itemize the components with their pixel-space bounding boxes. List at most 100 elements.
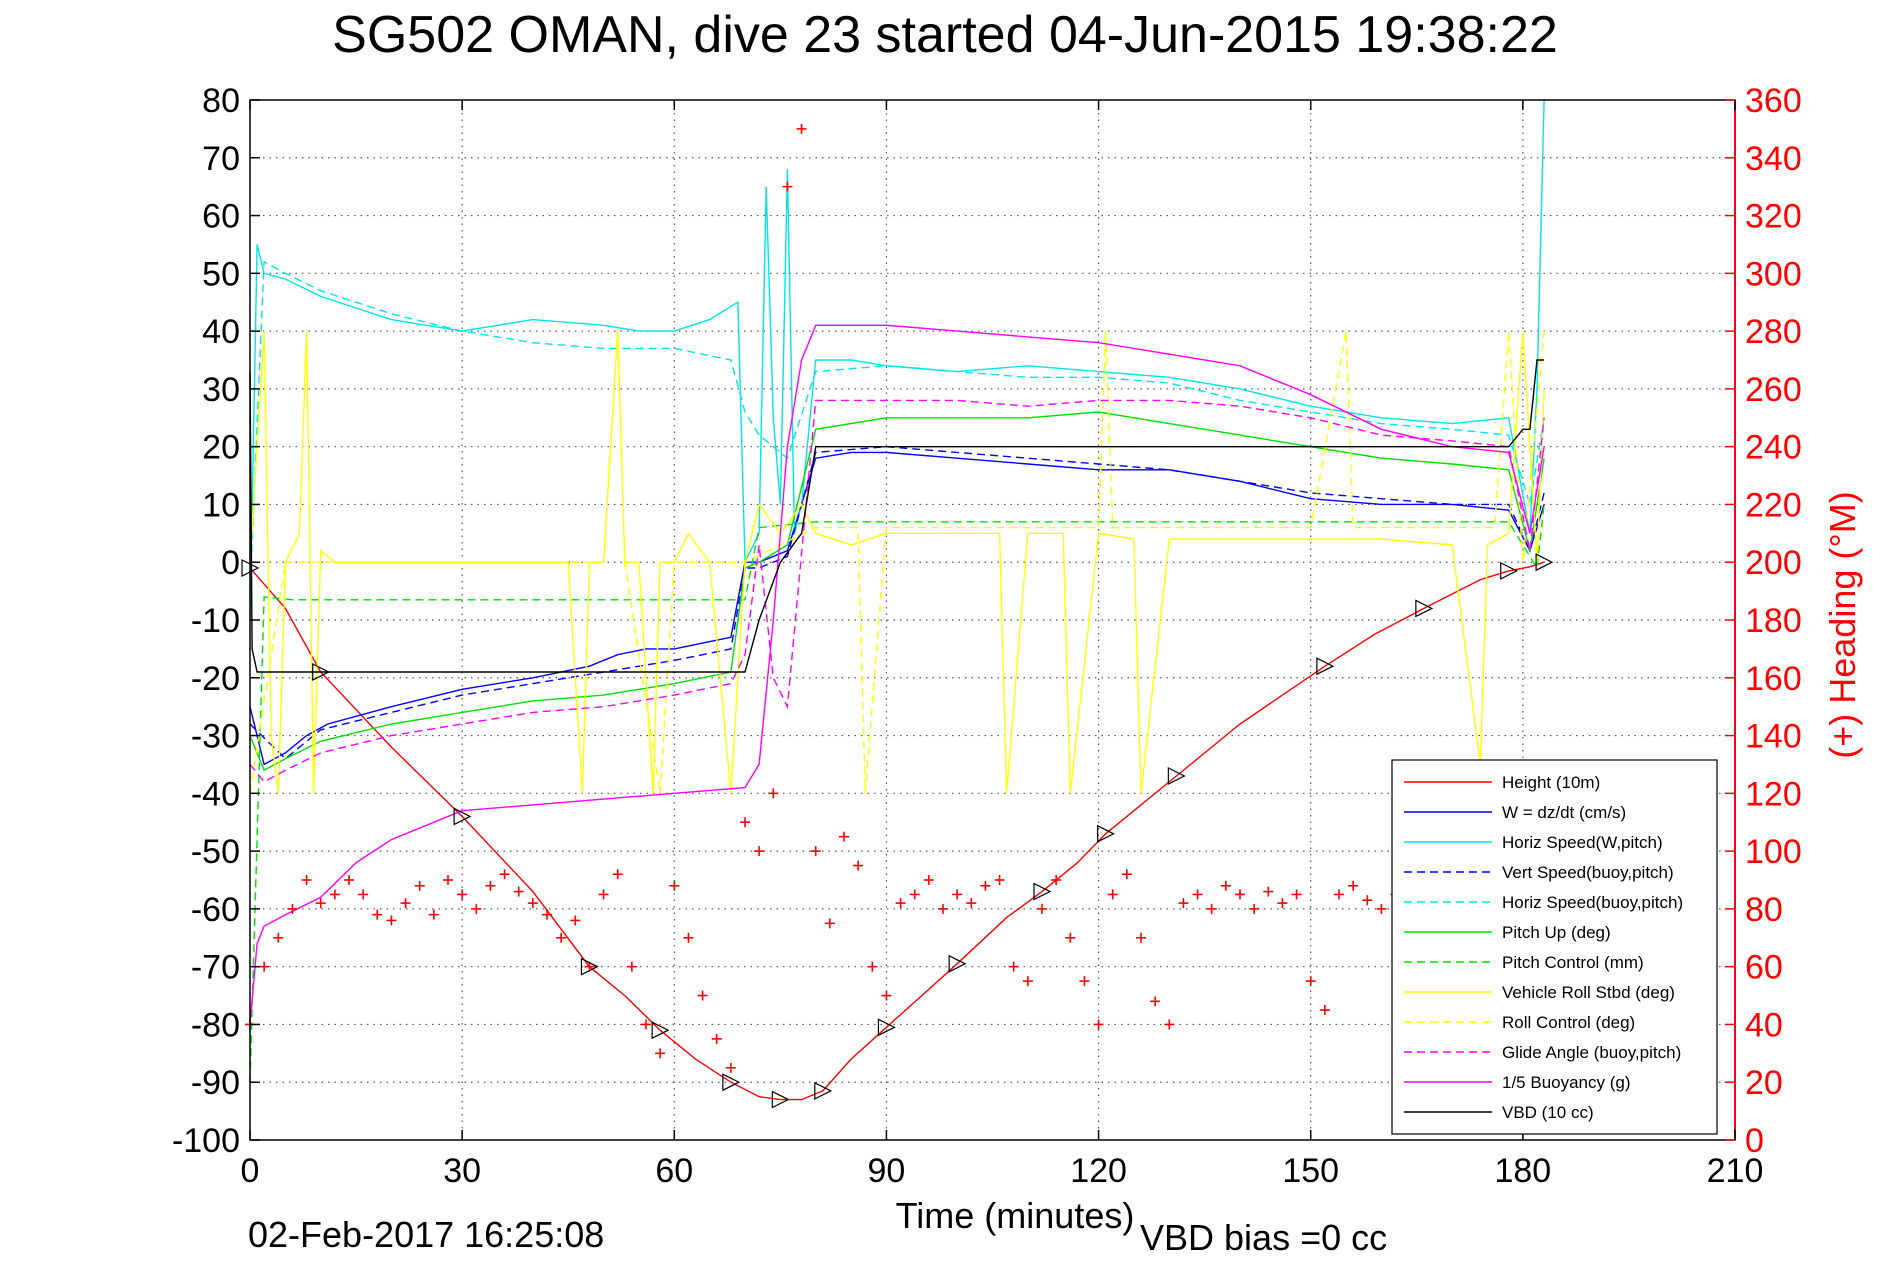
heading-point (669, 880, 680, 891)
heading-point (1277, 898, 1288, 909)
series-line-4 (249, 260, 1545, 592)
heading-point (1150, 996, 1161, 1007)
heading-point (414, 880, 425, 891)
heading-point (1121, 869, 1132, 880)
heading-point (683, 932, 694, 943)
y-right-tick-label: 240 (1745, 429, 1802, 467)
y-right-tick-label: 120 (1745, 775, 1802, 813)
y-tick-label: 10 (202, 486, 240, 524)
y-tick-label: -50 (191, 833, 240, 871)
heading-point (1065, 932, 1076, 943)
heading-point (626, 961, 637, 972)
y-right-tick-label: 60 (1745, 949, 1783, 987)
height-marker (771, 1090, 790, 1109)
heading-point (301, 875, 312, 885)
heading-point (513, 886, 524, 897)
height-marker (877, 1018, 896, 1037)
heading-point (485, 880, 496, 891)
heading-point (443, 875, 453, 885)
heading-point (1178, 898, 1189, 909)
series-line-0 (249, 561, 1545, 1101)
right-axis-label: (+) Heading (°M) (1822, 491, 1863, 758)
heading-point (641, 1019, 651, 1030)
height-marker (453, 807, 472, 826)
y-right-tick-label: 160 (1745, 660, 1802, 698)
legend-label: VBD (10 cc) (1502, 1103, 1594, 1122)
series-line-9 (249, 399, 1545, 783)
footer-timestamp: 02-Feb-2017 16:25:08 (248, 1214, 604, 1255)
heading-point (754, 846, 765, 857)
y-tick-label: -10 (191, 602, 240, 640)
series-line-10 (249, 324, 1545, 1025)
heading-point (1093, 1019, 1104, 1030)
heading-point (1164, 1019, 1175, 1030)
x-tick-label: 150 (1282, 1152, 1339, 1190)
heading-point (556, 932, 567, 943)
legend-label: Pitch Up (deg) (1502, 923, 1611, 942)
heading-point (1348, 880, 1359, 891)
height-marker (580, 957, 599, 976)
heading-point (542, 909, 552, 920)
series-line-5 (249, 411, 1545, 772)
y-tick-label: 40 (202, 313, 240, 351)
heading-point (1051, 875, 1062, 885)
heading-point (1008, 961, 1019, 972)
heading-point (853, 860, 864, 871)
heading-point (1136, 932, 1146, 943)
heading-point (768, 788, 779, 799)
heading-point (994, 875, 1005, 885)
series-layer (241, 99, 1554, 1109)
heading-point (1037, 903, 1047, 914)
heading-point (499, 869, 510, 880)
y-tick-label: 70 (202, 140, 240, 178)
legend-label: W = dz/dt (cm/s) (1502, 803, 1626, 822)
legend-label: Horiz Speed(buoy,pitch) (1502, 893, 1683, 912)
x-tick-label: 0 (241, 1152, 260, 1190)
heading-point (867, 961, 878, 972)
heading-point (782, 181, 793, 192)
y-right-tick-label: 340 (1745, 140, 1802, 178)
legend-label: Glide Angle (buoy,pitch) (1502, 1043, 1681, 1062)
y-right-tick-label: 200 (1745, 544, 1802, 582)
y-right-tick-label: 80 (1745, 891, 1783, 929)
heading-point (287, 903, 298, 914)
heading-point (428, 909, 439, 920)
heading-point (598, 889, 609, 900)
series-line-6 (249, 504, 1545, 1083)
y-right-tick-label: 280 (1745, 313, 1802, 351)
heading-point (881, 990, 892, 1001)
y-right-tick-label: 180 (1745, 602, 1802, 640)
x-tick-label: 30 (443, 1152, 481, 1190)
heading-point (1220, 880, 1231, 891)
x-tick-label: 120 (1070, 1152, 1127, 1190)
heading-point (612, 869, 623, 880)
heading-point (966, 898, 977, 909)
series-line-7 (249, 331, 1545, 794)
y-tick-label: -60 (191, 891, 240, 929)
legend-box (1391, 759, 1718, 1135)
height-marker (722, 1073, 741, 1092)
heading-point (655, 1048, 666, 1059)
heading-point (711, 1033, 722, 1044)
heading-point (952, 889, 963, 900)
heading-point (1376, 903, 1387, 914)
height-marker (948, 954, 967, 973)
y-tick-label: -40 (191, 775, 240, 813)
legend-label: Vert Speed(buoy,pitch) (1502, 863, 1674, 882)
y-tick-label: -30 (191, 718, 240, 756)
grid-lines (250, 100, 1735, 1140)
axes-layer: 0 30 60 90 120 150 180 21080706050403020100-10-… (172, 82, 1802, 1190)
heading-point (810, 846, 821, 857)
heading-point (824, 918, 835, 929)
heading-point (315, 898, 326, 909)
height-marker (651, 1021, 670, 1040)
y-tick-label: -20 (191, 660, 240, 698)
x-tick-label: 210 (1707, 1152, 1764, 1190)
y-right-tick-label: 300 (1745, 255, 1802, 293)
height-marker (1535, 553, 1554, 572)
y-tick-label: 50 (202, 255, 240, 293)
heading-point (372, 909, 383, 920)
y-right-tick-label: 20 (1745, 1064, 1783, 1102)
